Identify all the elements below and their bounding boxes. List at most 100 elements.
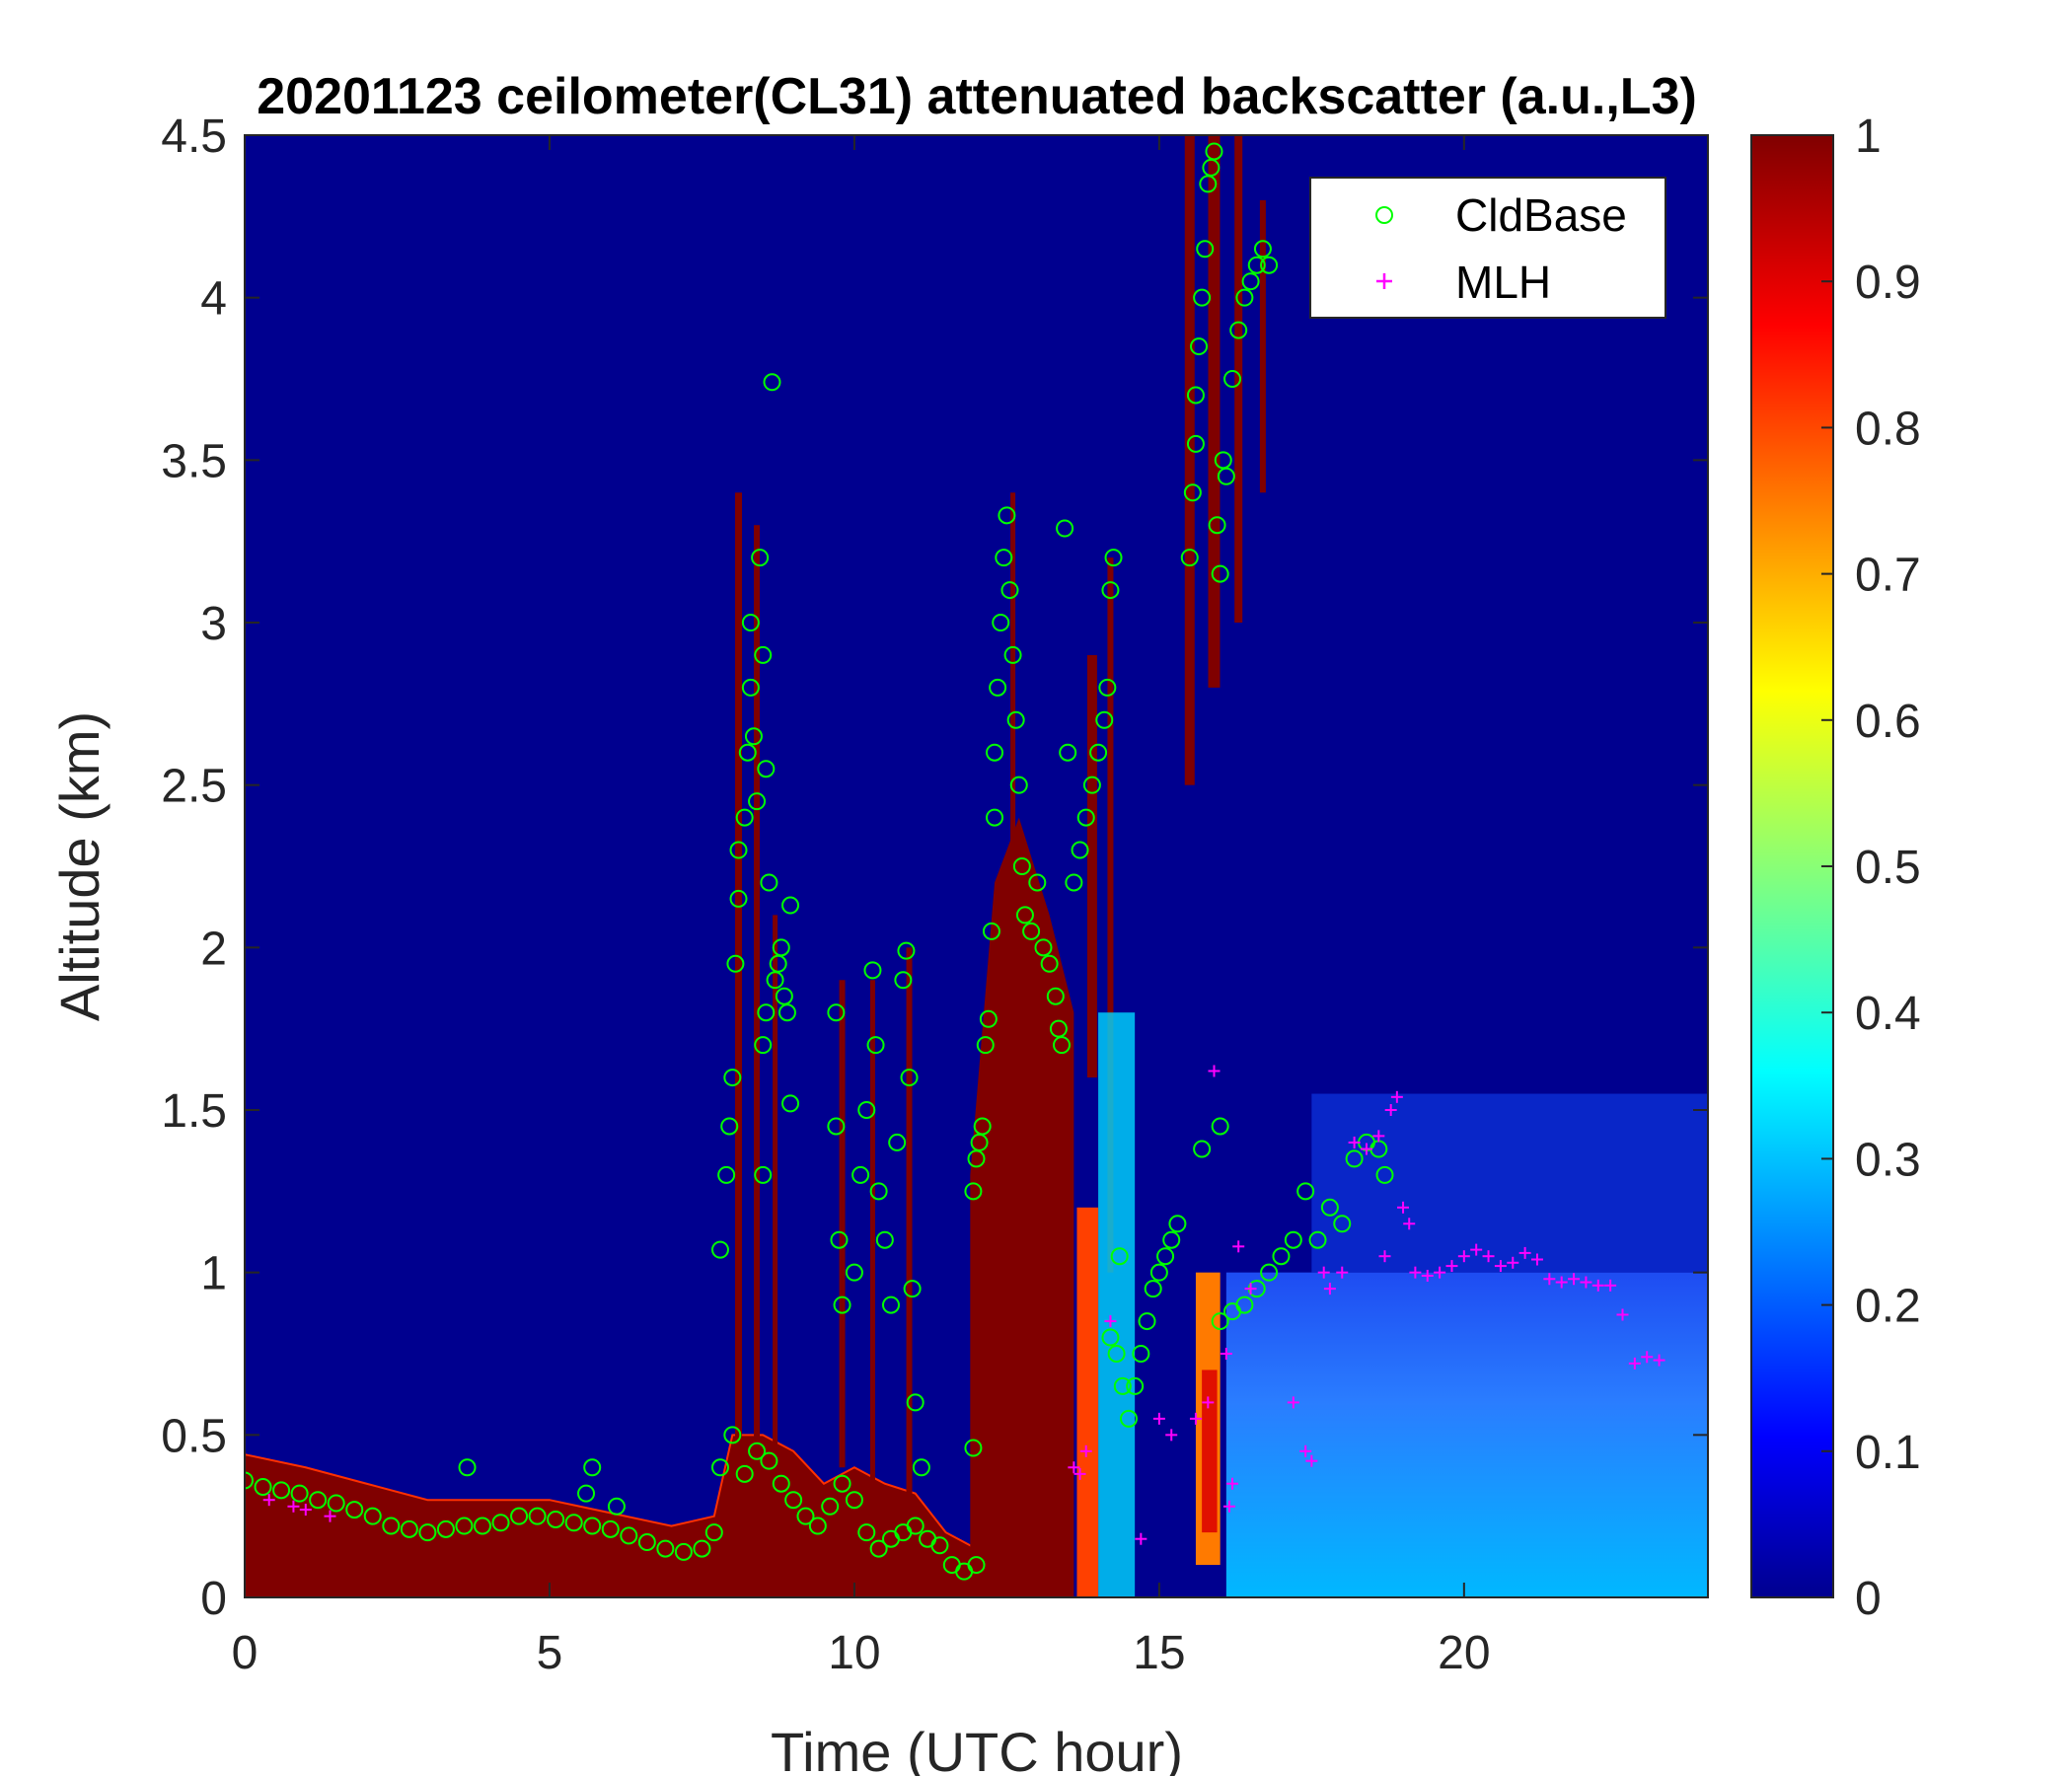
cldbase-point [964, 1439, 983, 1457]
y-tick-label: 3.5 [161, 435, 227, 487]
colorbar-tick-label: 0.4 [1855, 988, 1921, 1040]
cldbase-point [775, 987, 793, 1005]
cldbase-point [1196, 240, 1215, 259]
cldbase-point [254, 1478, 272, 1497]
y-tick-label: 0.5 [161, 1410, 227, 1462]
cldbase-point [564, 1514, 583, 1532]
colorbar-tick-label: 0.5 [1855, 842, 1921, 894]
mlh-point [1372, 1130, 1385, 1143]
cldbase-point [528, 1507, 547, 1525]
cldbase-point [1211, 1117, 1229, 1136]
cldbase-point [912, 1458, 930, 1477]
legend-box [1309, 177, 1666, 319]
cldbase-point [729, 889, 748, 908]
cldbase-point [760, 1451, 778, 1470]
cldbase-point [1056, 519, 1074, 538]
mlh-point [1568, 1273, 1581, 1286]
cloud-streak [754, 525, 761, 1468]
cldbase-point [970, 1133, 989, 1151]
cldbase-point [1284, 1230, 1302, 1249]
cldbase-point [741, 614, 760, 631]
cldbase-point [327, 1494, 345, 1513]
cldbase-point [272, 1481, 291, 1500]
mlh-point [1604, 1279, 1617, 1292]
y-tick-label: 4 [200, 273, 227, 326]
cldbase-point [760, 873, 778, 892]
cldbase-point [674, 1542, 693, 1561]
cldbase-point [976, 1036, 995, 1055]
mlh-point [262, 1494, 275, 1507]
cldbase-point [510, 1507, 529, 1525]
cldbase-point [903, 1280, 922, 1298]
cldbase-point [245, 1471, 254, 1490]
mlh-point [1653, 1354, 1665, 1367]
cldbase-point [781, 1094, 800, 1113]
legend: CldBase MLH [1309, 177, 1666, 319]
colorbar-tick-label: 0.3 [1855, 1134, 1921, 1186]
mlh-point [1323, 1283, 1336, 1295]
cldbase-point [1186, 434, 1205, 453]
mlh-point [1305, 1454, 1318, 1467]
cldbase-point [1375, 1165, 1394, 1184]
mlh-point [1152, 1412, 1165, 1425]
mlh-point [1202, 1396, 1215, 1409]
cldbase-point [930, 1536, 949, 1555]
cldbase-point [863, 961, 882, 980]
cldbase-point [1110, 1247, 1129, 1266]
cldbase-point [735, 1464, 754, 1483]
cldbase-point [1098, 678, 1117, 697]
mlh-point [1470, 1243, 1483, 1256]
colorbar-gradient [1750, 134, 1834, 1598]
mlh-point [1580, 1276, 1592, 1289]
cldbase-point [1006, 710, 1025, 729]
aerosol-layer [1225, 1272, 1708, 1597]
mlh-point [1222, 1500, 1235, 1513]
cldbase-point [967, 1556, 986, 1575]
cldbase-point [796, 1507, 815, 1525]
cldbase-point [1034, 938, 1053, 957]
cldbase-point [869, 1182, 888, 1201]
cldbase-point [1202, 158, 1221, 177]
colorbar-tick-label: 0.6 [1855, 696, 1921, 748]
cldbase-point [827, 1117, 846, 1136]
plot-frame [244, 134, 1709, 1598]
cldbase-point [1253, 240, 1272, 259]
colorbar-tick-label: 1 [1855, 111, 1882, 163]
cldbase-point [290, 1484, 309, 1503]
y-tick-label: 2 [200, 923, 227, 975]
cldbase-point [1272, 1247, 1291, 1266]
cldbase-point [1229, 321, 1248, 339]
cldbase-point [906, 1393, 925, 1412]
mlh-point [1165, 1429, 1178, 1442]
cldbase-point [583, 1517, 602, 1535]
cldbase-point [1333, 1215, 1352, 1233]
marker-layer [245, 142, 1665, 1581]
cldbase-point [729, 841, 748, 859]
cldbase-point [982, 922, 1000, 940]
cldbase-point [382, 1517, 401, 1535]
cldbase-point [710, 1240, 729, 1259]
mlh-point [1135, 1532, 1147, 1545]
cldbase-point [1101, 581, 1120, 600]
mlh-point [1434, 1266, 1446, 1279]
mlh-point [1628, 1357, 1641, 1369]
cldbase-point [888, 1133, 907, 1151]
cldbase-point [1126, 1376, 1145, 1395]
cldbase-point [881, 1295, 900, 1314]
cldbase-point [726, 954, 745, 973]
y-tick-label: 3 [200, 598, 227, 650]
cldbase-point [1053, 1036, 1072, 1055]
cldbase-point [900, 1069, 919, 1087]
mlh-point [1518, 1246, 1531, 1259]
cldbase-point [1162, 1230, 1181, 1249]
mlh-point [1591, 1279, 1604, 1292]
cldbase-point [1046, 987, 1065, 1005]
cldbase-point [845, 1491, 863, 1510]
cldbase-point [607, 1497, 626, 1516]
cldbase-point [1223, 370, 1242, 388]
cloud-streak [1010, 492, 1016, 883]
cldbase-point [345, 1501, 364, 1519]
mlh-point [1068, 1461, 1080, 1474]
mlh-point [1494, 1260, 1507, 1273]
